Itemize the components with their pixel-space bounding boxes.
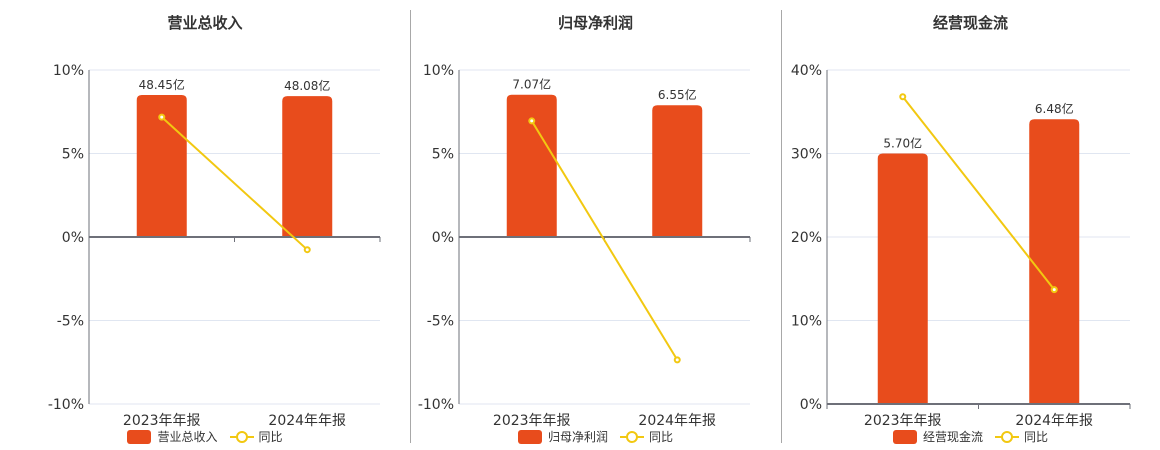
yoy-line <box>901 96 1056 291</box>
legend-item-bar[interactable]: 归母净利润 <box>517 428 608 445</box>
y-tick-label: -5% <box>427 314 454 330</box>
y-tick-label: 0% <box>432 230 454 246</box>
y-tick-label: 30% <box>791 147 822 163</box>
legend-label: 营业总收入 <box>157 430 218 444</box>
bar-value-label: 7.07亿 <box>512 77 551 92</box>
x-category-label: 2024年年报 <box>268 413 346 429</box>
bar <box>652 105 703 237</box>
legend-item-line[interactable]: 同比 <box>995 428 1048 445</box>
bar <box>506 94 557 237</box>
line-circle-icon <box>620 430 644 444</box>
y-tick-label: 5% <box>432 147 454 163</box>
legend-label: 同比 <box>1024 430 1049 444</box>
y-tick-label: -5% <box>57 314 84 330</box>
legend-label: 归母净利润 <box>547 430 608 444</box>
yoy-point-marker <box>303 246 311 254</box>
legend-item-line[interactable]: 同比 <box>229 428 283 445</box>
legend-item-bar[interactable]: 经营现金流 <box>892 428 983 445</box>
panel-divider <box>410 10 411 443</box>
bar-value-label: 6.48亿 <box>1035 101 1074 116</box>
yoy-line <box>530 120 679 361</box>
yoy-point-marker <box>899 93 907 101</box>
line-circle-icon <box>995 430 1019 444</box>
bar <box>136 95 187 237</box>
chart-panel-revenue: 营业总收入 10% 5% 0% -5% -10% 48.45亿 2023年年报 48.08亿 2… <box>0 0 410 450</box>
y-tick-label: 0% <box>800 397 822 413</box>
y-tick-label: 20% <box>791 230 822 246</box>
y-tick-label: 10% <box>53 63 84 79</box>
yoy-point-marker <box>158 113 166 121</box>
legend-item-line[interactable]: 同比 <box>620 428 673 445</box>
y-tick-label: 10% <box>791 314 822 330</box>
y-tick-label: 0% <box>62 230 84 246</box>
x-category-label: 2023年年报 <box>864 413 942 429</box>
chart-title: 营业总收入 <box>167 14 243 32</box>
bar-value-label: 48.08亿 <box>284 78 330 93</box>
chart-plot: 10% 5% 0% -5% -10% 48.45亿 2023年年报 48.08亿 2024年年报 <box>48 63 381 429</box>
yoy-point-marker <box>1050 286 1058 294</box>
legend: 归母净利润 同比 <box>410 428 781 445</box>
bar-swatch-icon <box>892 429 917 444</box>
bar-value-label: 48.45亿 <box>139 77 185 92</box>
chart-plot: 40% 30% 20% 10% 0% 5.70亿 2023年年报 6.48亿 2024年年报 <box>791 63 1131 429</box>
yoy-point-marker <box>528 117 536 125</box>
yoy-point-marker <box>673 356 681 364</box>
bar-swatch-icon <box>517 429 542 444</box>
chart-title: 归母净利润 <box>557 14 633 32</box>
panel-divider <box>781 10 782 443</box>
yoy-line <box>161 116 308 251</box>
chart-plot: 10% 5% 0% -5% -10% 7.07亿 2023年年报 6.55亿 2024年年报 <box>418 63 751 429</box>
x-category-label: 2023年年报 <box>493 413 571 429</box>
x-category-label: 2024年年报 <box>638 413 716 429</box>
bar <box>877 153 928 404</box>
legend-item-bar[interactable]: 营业总收入 <box>127 428 218 445</box>
y-tick-label: -10% <box>418 397 454 413</box>
legend: 经营现金流 同比 <box>781 428 1160 445</box>
chart-panel-net-profit: 归母净利润 10% 5% 0% -5% -10% 7.07亿 2023年年报 6.55亿 202… <box>410 0 781 450</box>
y-tick-label: -10% <box>48 397 84 413</box>
legend-label: 同比 <box>258 430 283 444</box>
legend-label: 经营现金流 <box>922 430 983 444</box>
y-tick-label: 10% <box>423 63 454 79</box>
x-category-label: 2024年年报 <box>1015 413 1093 429</box>
bar-swatch-icon <box>127 429 152 444</box>
y-tick-label: 5% <box>62 147 84 163</box>
bar <box>282 96 333 237</box>
x-category-label: 2023年年报 <box>123 413 201 429</box>
bar-value-label: 6.55亿 <box>658 87 697 102</box>
y-tick-label: 40% <box>791 63 822 79</box>
chart-title: 经营现金流 <box>932 14 1008 32</box>
legend: 营业总收入 同比 <box>0 428 410 445</box>
chart-panel-operating-cash-flow: 经营现金流 40% 30% 20% 10% 0% 5.70亿 2023年年报 6.48亿 202… <box>781 0 1160 450</box>
bar-value-label: 5.70亿 <box>883 136 922 151</box>
legend-label: 同比 <box>649 430 674 444</box>
line-circle-icon <box>229 430 254 444</box>
bar <box>1029 119 1080 404</box>
